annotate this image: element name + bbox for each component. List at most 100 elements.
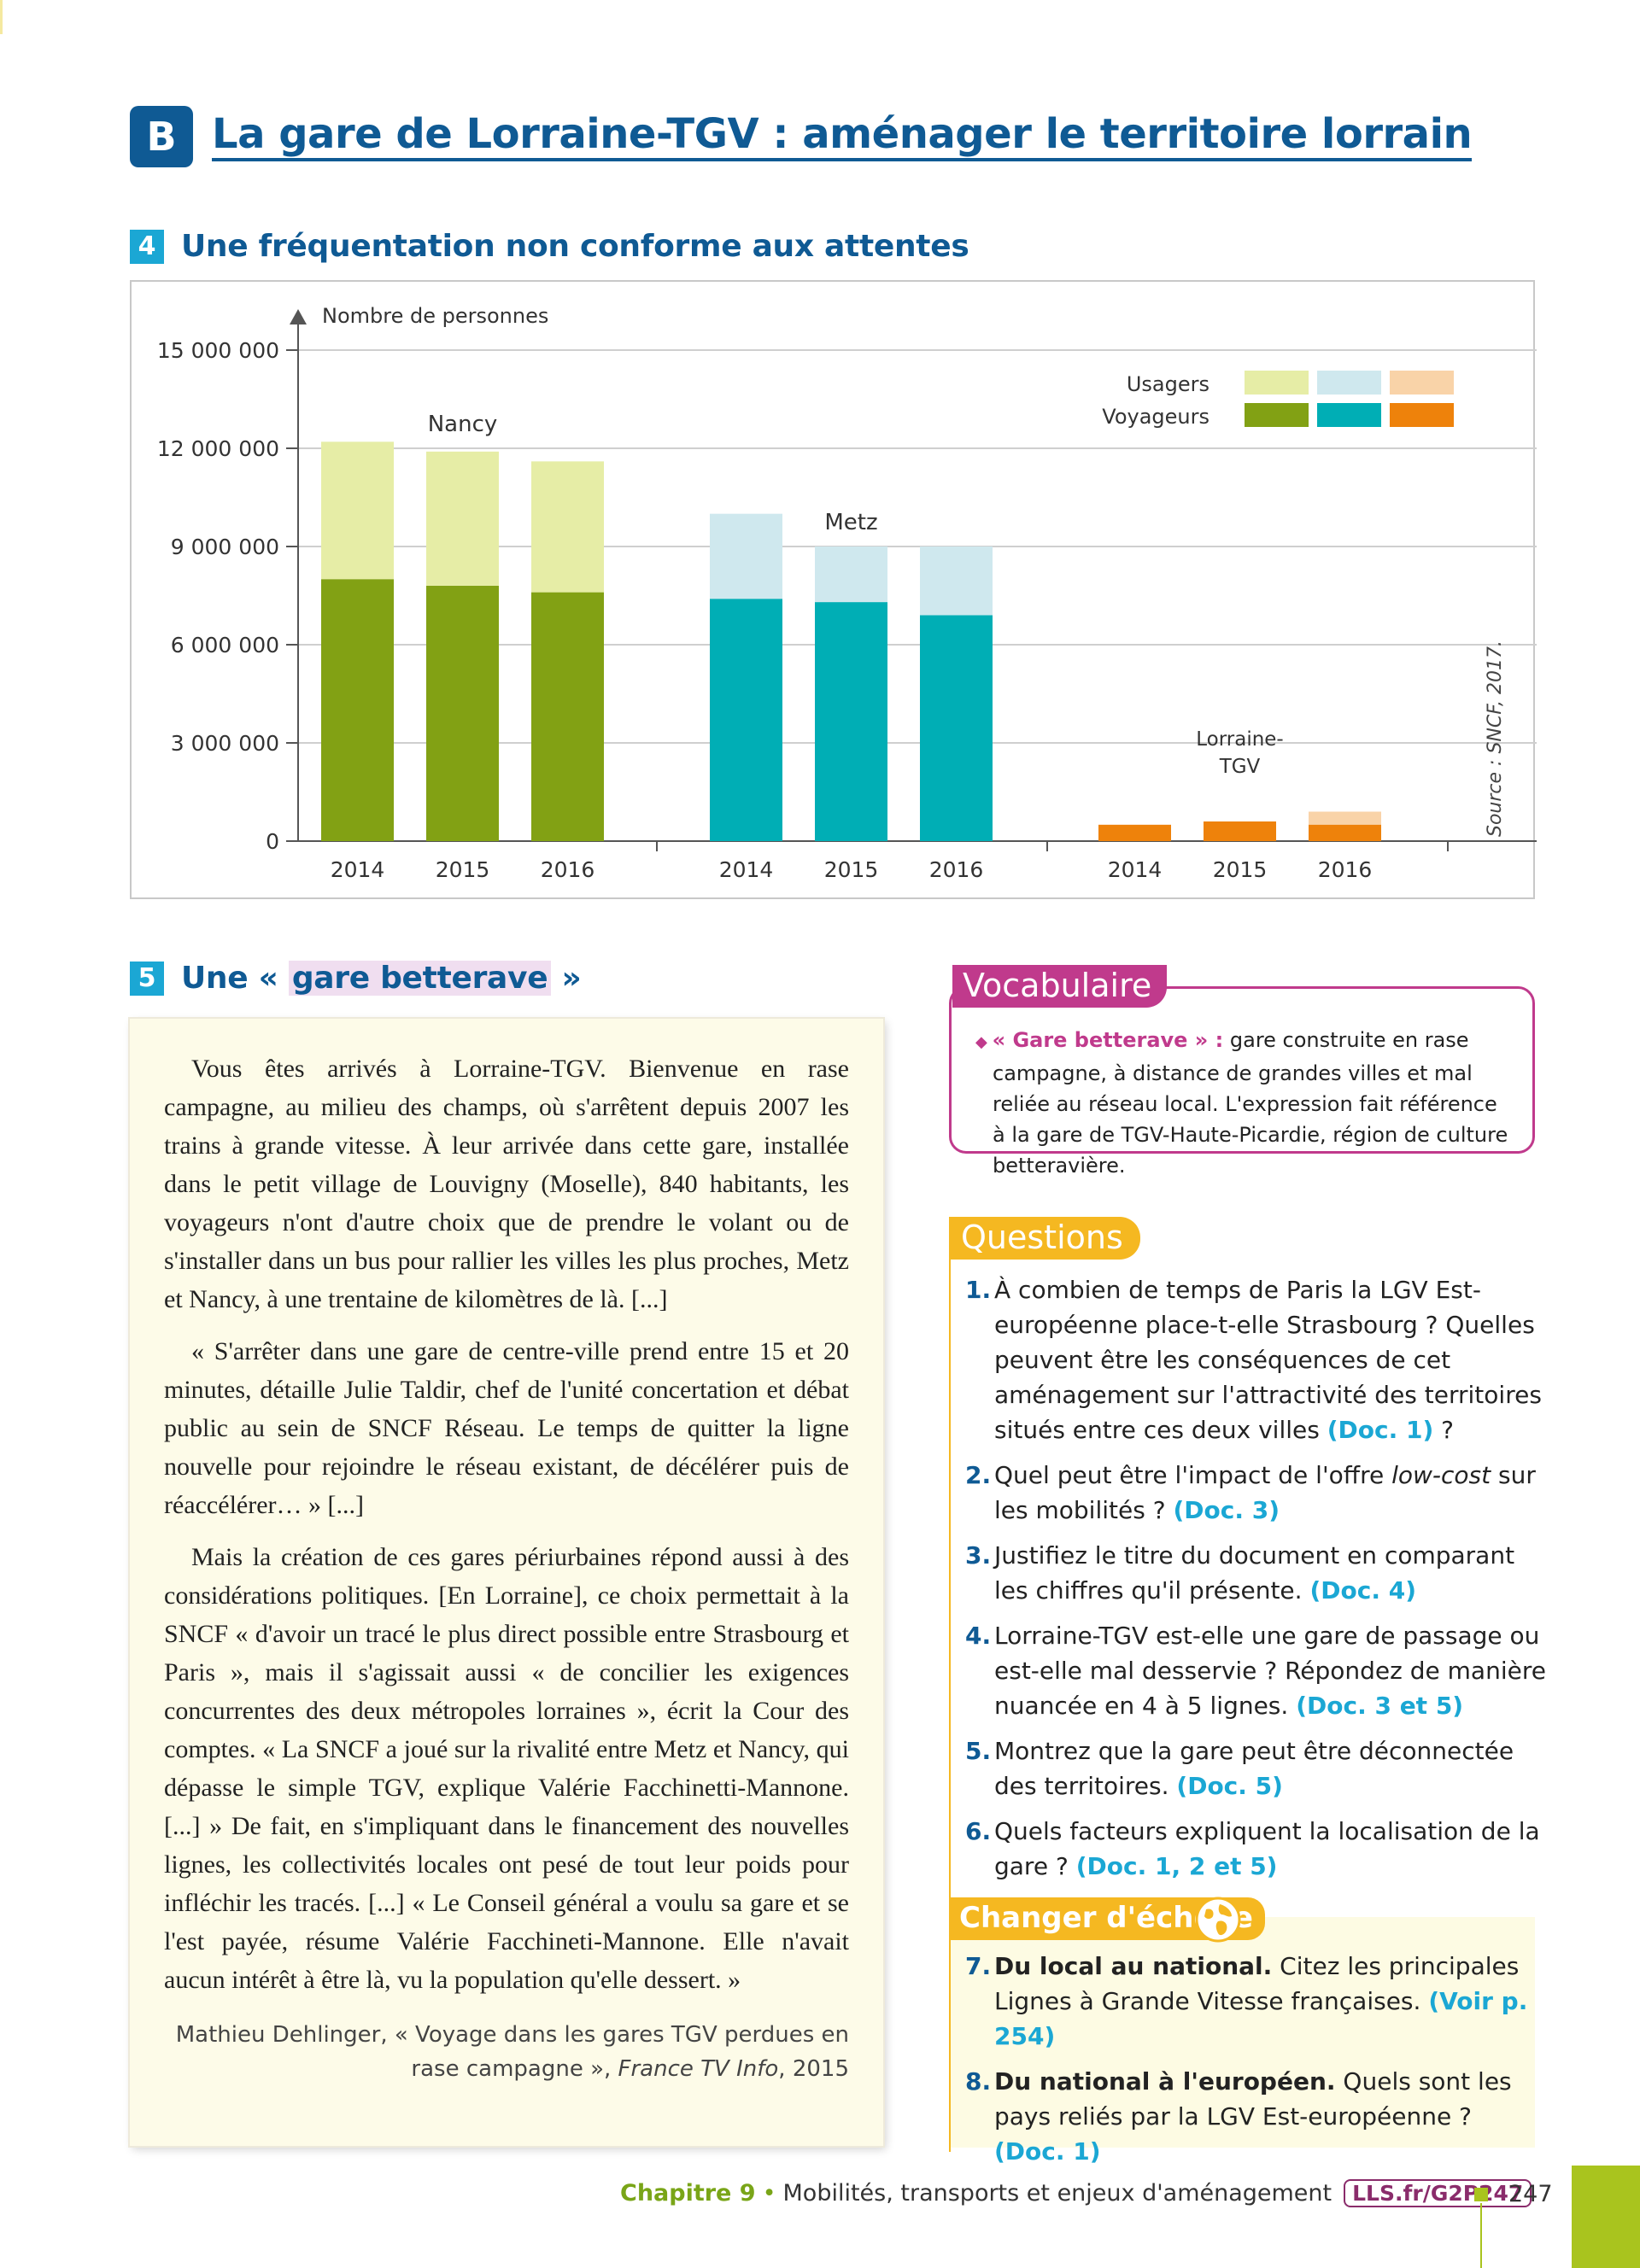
question-number: 8. [965,2067,992,2096]
article-paragraph-1: Vous êtes arrivés à Lorraine-TGV. Bienve… [164,1055,849,1313]
vocab-box: ◆ « Gare betterave » : gare construite e… [949,986,1535,1178]
diamond-bullet-icon: ◆ [975,1033,993,1051]
question-lead: Du national à l'européen. [994,2067,1336,2096]
group-label: Metz [824,510,877,535]
footer-chapter: Chapitre 9 [620,2180,756,2207]
doc-reference: (Voir p. 254) [994,1987,1528,2050]
legend-swatch-voyageurs [1317,403,1381,427]
question-text: Justifiez le titre du document en compar… [994,1541,1515,1605]
doc-reference: (Doc. 1) [994,2137,1101,2166]
legend-swatch-usagers [1390,371,1454,395]
vocab-definition: gare construite en rase campagne, à dist… [993,1028,1508,1178]
article-paragraph-3: Mais la création de ces gares périurbain… [164,1543,849,1994]
x-tick-label: 2016 [541,857,595,882]
article-credit: Mathieu Dehlinger, « Voyage dans les gar… [164,2018,849,2086]
article-paragraph-2: « S'arrêter dans une gare de centre-vill… [164,1337,849,1519]
bar-chart: 0 3 000 000 6 000 000 9 000 000 12 000 000 15… [157,304,1537,882]
bar-usagers [815,547,887,603]
doc-reference: (Doc. 1) [1327,1416,1434,1444]
x-tick-label: 2015 [1213,857,1268,882]
question-body: Montrez que la gare peut être déconnecté… [994,1733,1546,1803]
bar-voyageurs [1098,824,1171,841]
echelle-list: 7. Du local au national. Citez les princ… [965,1949,1529,2179]
legend-swatch-voyageurs [1245,403,1309,427]
x-tick-label: 2014 [719,857,774,882]
y-axis-label: Nombre de personnes [322,304,548,328]
doc5-header: 5 Une « gare betterave » [130,961,582,996]
question-body: Du national à l'européen. Quels sont les… [994,2064,1529,2169]
chart-source: Source : SNCF, 2017. [1485,640,1506,837]
vocab-label: Vocabulaire [952,965,1168,1008]
article-box: Vous êtes arrivés à Lorraine-TGV. Bienve… [130,1019,883,2146]
questions-label: Questions [949,1217,1140,1260]
footer-link[interactable]: LLS.fr/G2P247 [1344,2179,1532,2207]
questions-side-rule [949,1255,951,2152]
credit-year: , 2015 [778,2056,849,2082]
question-body: À combien de temps de Paris la LGV Est-e… [994,1272,1546,1447]
footer-bullet: • [762,2180,776,2207]
question-number: 3. [965,1541,992,1569]
bar-voyageurs [710,599,782,841]
bar-voyageurs [321,579,394,841]
echelle-box [951,1917,1535,2148]
group-label: Lorraine- [1196,728,1284,751]
question-number: 6. [965,1817,992,1845]
question-text-cont: sur les mobilités ? [994,1461,1536,1524]
legend-label-usagers: Usagers [1127,372,1210,396]
bar-usagers [920,547,993,616]
page-number: 247 [1508,2181,1553,2207]
footer-rule [1480,2203,1482,2268]
group-label: TGV [1219,756,1261,778]
question-number: 2. [965,1461,992,1489]
bar-voyageurs [920,615,993,841]
x-tick-label: 2016 [929,857,984,882]
doc-reference: (Doc. 4) [1309,1576,1417,1605]
legend-label-voyageurs: Voyageurs [1102,405,1210,429]
footer-square [1474,2188,1488,2201]
doc4-number: 4 [130,229,164,264]
doc5-title-highlight: gare betterave [288,961,552,996]
bar-usagers [1309,811,1381,825]
question-body: Quel peut être l'impact de l'offre low-c… [994,1458,1546,1528]
page-tab [1572,2166,1640,2268]
question-number: 1. [965,1276,992,1304]
question-number: 4. [965,1622,992,1650]
bar-voyageurs [531,592,604,841]
doc5-title-post: » [551,961,582,996]
page-footer: Chapitre 9 • Mobilités, transports et en… [620,2179,1532,2207]
x-tick-label: 2014 [1108,857,1163,882]
credit-source: France TV Info [618,2056,779,2082]
doc4-title: Une fréquentation non conforme aux atten… [181,229,969,264]
y-tick-label: 0 [266,829,279,854]
legend-swatch-voyageurs [1390,403,1454,427]
question-8: 8. Du national à l'européen. Quels sont … [965,2064,1529,2169]
footer-subtitle: Mobilités, transports et enjeux d'aménag… [782,2180,1332,2207]
question-5: 5. Montrez que la gare peut être déconne… [965,1733,1546,1803]
question-text: Lorraine-TGV est-elle une gare de passag… [994,1622,1546,1720]
question-3: 3. Justifiez le titre du document en com… [965,1538,1546,1608]
y-axis-arrow-icon [290,309,307,324]
question-tail: ? [1433,1416,1455,1444]
section-title: La gare de Lorraine-TGV : aménager le te… [212,111,1473,162]
vocab-entry: ◆ « Gare betterave » : gare construite e… [969,1025,1515,1181]
question-text: À combien de temps de Paris la LGV Est-e… [994,1276,1542,1444]
question-emphasis: low-cost [1391,1461,1491,1489]
question-1: 1. À combien de temps de Paris la LGV Es… [965,1272,1546,1447]
vocab-term: « Gare betterave » : [992,1028,1224,1052]
x-tick-label: 2015 [436,857,490,882]
question-body: Lorraine-TGV est-elle une gare de passag… [994,1618,1546,1723]
y-tick-label: 15 000 000 [157,338,279,363]
legend-swatch-usagers [1245,371,1309,395]
x-tick-label: 2014 [331,857,385,882]
group-label: Nancy [428,412,498,437]
doc4-header: 4 Une fréquentation non conforme aux att… [130,229,969,264]
doc5-title: Une « gare betterave » [181,961,582,996]
question-number: 5. [965,1737,992,1765]
y-tick-label: 12 000 000 [157,436,279,461]
question-body: Du local au national. Citez les principa… [994,1949,1529,2054]
question-7: 7. Du local au national. Citez les princ… [965,1949,1529,2054]
bar-usagers [531,461,604,593]
question-body: Quels facteurs expliquent la localisatio… [994,1814,1546,1884]
bar-voyageurs [1204,821,1276,841]
question-text: Citez les principales Lignes à Grande Vi… [994,1952,1520,2015]
